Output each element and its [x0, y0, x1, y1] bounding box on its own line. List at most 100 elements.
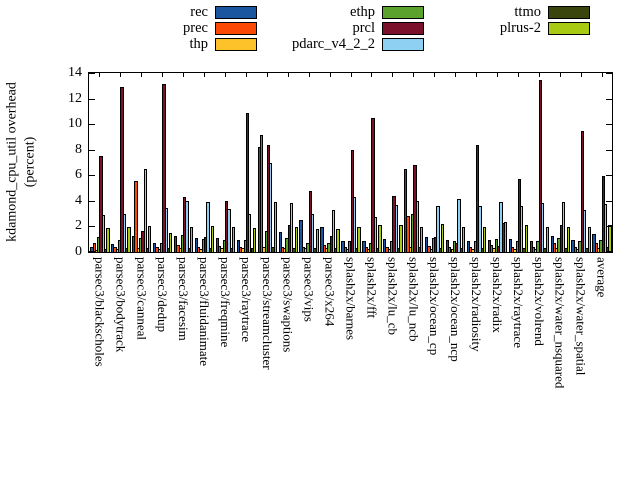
bar-plrus-2-14	[399, 225, 403, 252]
x-tick-mark	[476, 248, 478, 252]
bar-pdarc_v4_2_2-12	[352, 196, 357, 252]
x-tick-mark	[392, 73, 394, 77]
x-tick-label-19: splash2x/radix	[489, 257, 505, 333]
legend-label-rec: rec	[190, 4, 208, 20]
bar-prec-24	[594, 243, 598, 252]
bar-plrus-2-0	[106, 228, 110, 252]
bar-plrus-2-3	[169, 233, 173, 252]
x-tick-label-5: parsec3/fluidanimate	[197, 257, 213, 367]
bar-pdarc_v4_2_2-22	[562, 201, 566, 252]
x-tick-mark	[308, 248, 310, 252]
x-tick-mark	[245, 248, 247, 252]
bar-plrus-2-16	[441, 224, 445, 252]
bar-rec-20	[508, 238, 512, 252]
x-tick-label-21: splash2x/volrend	[531, 257, 547, 346]
x-tick-mark	[559, 248, 561, 252]
legend-label-plrus-2: plrus-2	[499, 20, 541, 36]
bar-prec-8	[259, 134, 264, 252]
legend-swatch-rec	[215, 5, 257, 19]
legend-swatch-ethp	[382, 5, 424, 19]
x-tick-mark	[496, 73, 498, 77]
x-tick-mark	[287, 73, 289, 77]
x-tick-mark	[141, 73, 143, 77]
bar-plrus-2-10	[315, 229, 319, 252]
legend-label-ttmo: ttmo	[514, 4, 541, 20]
bar-prec-22	[552, 243, 557, 252]
x-tick-mark	[308, 73, 310, 77]
bar-pdarc_v4_2_2-23	[582, 210, 587, 252]
y-axis-label: kdamond_cpu_util overhead (percent)	[4, 82, 39, 242]
bar-plrus-2-24	[608, 225, 612, 252]
legend-item-ttmo: ttmo	[420, 4, 590, 20]
x-tick-label-8: parsec3/streamcluster	[259, 257, 275, 370]
bar-pdarc_v4_2_2-21	[541, 203, 545, 252]
x-tick-label-1: parsec3/bodytrack	[113, 257, 129, 353]
x-tick-label-15: splash2x/lu_ncb	[406, 257, 422, 342]
bar-pdarc_v4_2_2-17	[457, 198, 461, 252]
x-tick-mark	[350, 248, 352, 252]
y-tick-mark	[606, 251, 612, 252]
bar-prcl-7	[245, 112, 250, 252]
x-tick-mark	[496, 248, 498, 252]
bar-pdarc_v4_2_2-11	[331, 210, 336, 252]
bar-rec-24	[592, 234, 596, 252]
bar-rec-23	[571, 239, 575, 252]
bar-plrus-2-11	[336, 228, 340, 252]
bar-prec-15	[406, 216, 410, 252]
x-tick-mark	[120, 248, 122, 252]
bar-plrus-2-15	[420, 226, 424, 252]
y-tick-label-10: 10	[68, 116, 82, 132]
x-tick-label-23: splash2x/water_spatial	[573, 257, 589, 376]
y-tick-mark	[89, 226, 95, 228]
y-tick-label-14: 14	[68, 65, 82, 80]
x-tick-mark	[162, 248, 164, 252]
bar-prec-4	[176, 244, 180, 252]
x-tick-mark	[455, 248, 457, 252]
bar-plrus-2-12	[357, 227, 361, 252]
plot-area	[88, 72, 613, 253]
bar-rec-13	[362, 240, 366, 252]
x-tick-label-9: parsec3/swaptions	[280, 257, 296, 353]
x-tick-mark	[517, 73, 519, 77]
x-tick-label-14: splash2x/lu_cb	[385, 257, 401, 335]
bar-pdarc_v4_2_2-7	[248, 213, 252, 252]
x-tick-mark	[162, 73, 164, 77]
x-tick-mark	[538, 248, 540, 252]
x-tick-mark	[99, 73, 101, 77]
bar-pdarc_v4_2_2-2	[143, 169, 147, 252]
x-tick-mark	[538, 73, 540, 77]
bar-plrus-2-21	[545, 227, 549, 252]
x-tick-label-2: parsec3/canneal	[134, 257, 150, 341]
legend-item-rec: rec	[67, 4, 257, 20]
y-tick-mark	[606, 73, 612, 74]
x-tick-label-12: splash2x/barnes	[343, 257, 359, 341]
legend-swatch-thp	[215, 37, 257, 51]
bar-prcl-3	[162, 83, 166, 252]
bar-rec-4	[173, 236, 178, 252]
bar-rec-15	[404, 169, 408, 252]
x-tick-mark	[517, 248, 519, 252]
bar-pdarc_v4_2_2-0	[101, 214, 106, 252]
bar-rec-5	[194, 238, 199, 252]
y-tick-mark	[89, 73, 95, 74]
y-tick-label-6: 6	[75, 167, 82, 183]
legend-swatch-plrus-2	[548, 21, 590, 35]
bar-prcl-1	[120, 87, 124, 252]
bar-prcl-18	[476, 144, 480, 252]
x-tick-mark	[392, 248, 394, 252]
y-tick-label-8: 8	[75, 141, 82, 157]
bar-pdarc_v4_2_2-8	[269, 162, 273, 252]
x-tick-mark	[434, 73, 436, 77]
x-tick-label-16: splash2x/ocean_cp	[427, 257, 443, 356]
legend-label-pdarc_v4_2_2: pdarc_v4_2_2	[292, 36, 375, 52]
x-tick-mark	[204, 248, 206, 252]
x-tick-mark	[371, 248, 373, 252]
bar-rec-11	[320, 227, 324, 252]
x-tick-mark	[224, 248, 226, 252]
bar-pdarc_v4_2_2-20	[520, 206, 524, 252]
y-tick-mark	[606, 175, 612, 177]
bar-pdarc_v4_2_2-5	[206, 201, 210, 252]
y-tick-mark	[89, 200, 95, 202]
bar-plrus-2-20	[524, 225, 529, 252]
